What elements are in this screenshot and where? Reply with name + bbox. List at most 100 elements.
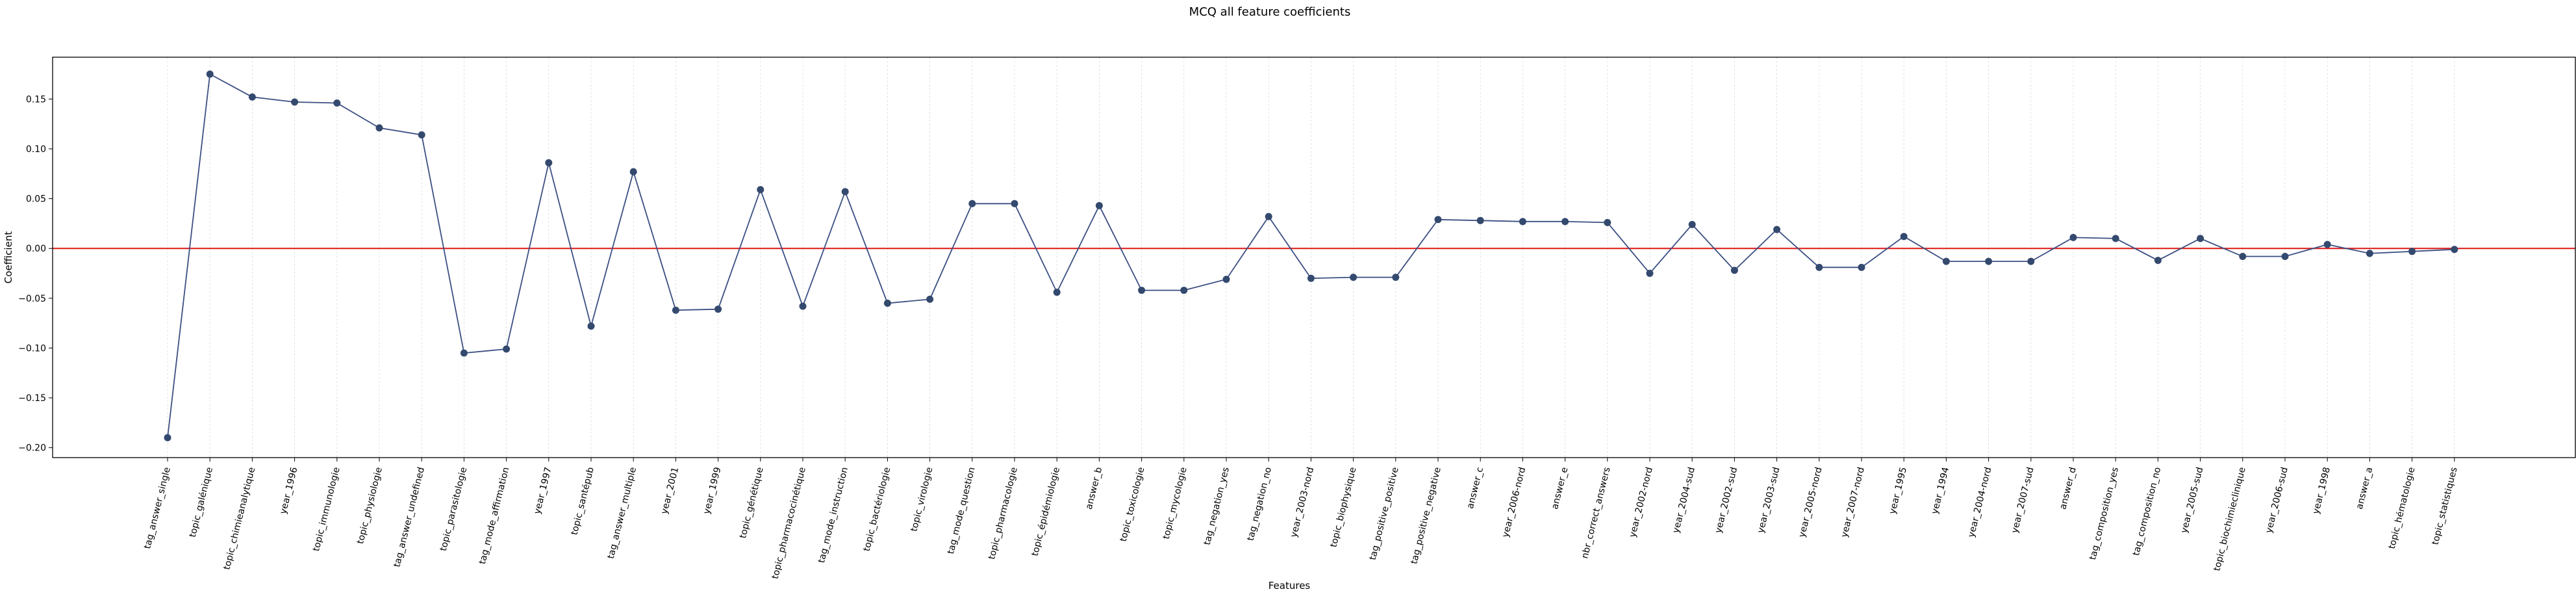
x-tick-label: year_1996 — [278, 466, 299, 515]
x-tick-label: answer_c — [1465, 466, 1485, 510]
data-point — [164, 434, 171, 441]
x-tick-label: answer_a — [2355, 466, 2375, 510]
data-point — [206, 70, 214, 78]
y-tick-label: −0.05 — [18, 294, 46, 304]
data-point — [2197, 235, 2204, 242]
x-tick-label: tag_mode_question — [946, 466, 978, 555]
data-point — [1646, 270, 1654, 278]
x-tick-label: topic_pharmacologie — [987, 466, 1020, 560]
x-tick-label: tag_answer_multiple — [606, 466, 639, 560]
x-tick-label: year_2004-sud — [1671, 466, 1697, 534]
data-point — [2408, 248, 2416, 255]
y-tick-label: 0.15 — [26, 94, 46, 105]
data-point — [587, 322, 595, 330]
x-tick-label: year_1995 — [1888, 466, 1909, 515]
x-tick-label: answer_e — [1550, 466, 1571, 510]
x-tick-label: tag_negation_yes — [1202, 466, 1231, 546]
data-point — [1900, 233, 1908, 240]
data-point — [1392, 274, 1400, 281]
y-tick-label: 0.10 — [26, 144, 46, 155]
x-tick-label: topic_chimieanalytique — [222, 466, 258, 571]
data-point — [2451, 246, 2458, 254]
chart-title: MCQ all feature coefficients — [1189, 5, 1351, 19]
data-point — [1604, 218, 1611, 226]
data-point — [2281, 252, 2289, 260]
data-markers — [164, 70, 2458, 441]
data-point — [841, 188, 849, 196]
x-tick-label: year_2007-nord — [1839, 466, 1867, 538]
data-point — [545, 159, 553, 166]
data-point — [883, 299, 891, 307]
data-point — [1350, 274, 1357, 281]
data-point — [1434, 216, 1442, 224]
x-tick-label: topic_virologie — [909, 466, 935, 532]
data-point — [503, 345, 511, 353]
data-point — [1053, 289, 1061, 296]
x-tick-label: year_1999 — [701, 466, 723, 515]
x-tick-label: topic_mycologie — [1161, 466, 1189, 540]
y-tick-label: 0.05 — [26, 194, 46, 205]
data-point — [2112, 235, 2119, 242]
x-tick-label: topic_biophysique — [1328, 466, 1358, 549]
x-tick-label: nbr_correct_answers — [1580, 466, 1612, 560]
plot-frame — [52, 57, 2576, 458]
y-tick-label: 0.00 — [26, 244, 46, 254]
data-point — [418, 131, 425, 139]
data-point — [1519, 218, 1526, 226]
data-point — [1815, 263, 1823, 271]
x-tick-label: year_2006-sud — [2264, 466, 2290, 534]
data-point — [248, 93, 256, 101]
data-point — [799, 302, 807, 310]
data-point — [1095, 202, 1103, 209]
y-tick-label: −0.20 — [18, 443, 46, 454]
data-point — [968, 200, 976, 207]
data-point — [2027, 257, 2035, 265]
x-tick-label: topic_bactériologie — [862, 466, 893, 552]
data-point — [1307, 274, 1315, 282]
data-point — [2069, 233, 2077, 241]
data-point — [714, 306, 722, 313]
data-point — [460, 349, 468, 357]
x-tick-label: topic_physiologie — [355, 466, 385, 545]
x-tick-label: year_2006-nord — [1500, 466, 1528, 538]
y-axis-label: Coefficient — [3, 231, 14, 284]
data-point — [2323, 240, 2331, 248]
x-tick-label: topic_toxicologie — [1118, 466, 1147, 543]
x-tick-label: topic_épidémiologie — [1030, 466, 1062, 557]
data-point — [2366, 250, 2373, 257]
x-axis-label: Features — [1269, 580, 1311, 592]
data-point — [375, 124, 383, 132]
x-tick-label: tag_answer_undefined — [392, 466, 427, 568]
x-tick-label: topic_immunologie — [311, 466, 342, 552]
x-tick-label: year_2003-sud — [1756, 466, 1782, 534]
y-axis-ticks: −0.20 −0.15 −0.10 −0.05 0.00 0.05 0.10 0.15 — [18, 94, 53, 454]
data-point — [672, 306, 679, 314]
data-point — [2154, 257, 2162, 265]
x-tick-label: topic_hématologie — [2387, 466, 2418, 550]
x-tick-label: tag_positive_positive — [1368, 466, 1401, 561]
x-tick-label: topic_pharmacocinétique — [770, 466, 808, 580]
y-tick-label: −0.15 — [18, 393, 46, 404]
data-point — [1265, 213, 1272, 220]
x-tick-label: topic_galénique — [188, 466, 215, 538]
grid-lines — [167, 57, 2455, 458]
data-point — [333, 99, 341, 107]
data-point — [1222, 276, 1230, 283]
x-tick-label: year_2007-sud — [2010, 466, 2036, 534]
data-point — [926, 295, 934, 303]
x-tick-label: tag_composition_no — [2131, 466, 2163, 556]
x-tick-label: tag_positive_negative — [1409, 466, 1443, 565]
x-tick-label: topic_parasitologie — [438, 466, 470, 552]
data-point — [757, 186, 764, 194]
data-point — [629, 168, 637, 176]
data-point — [1138, 287, 1146, 294]
x-tick-label: topic_biochimieclinique — [2212, 466, 2247, 572]
x-tick-label: year_1994 — [1930, 466, 1951, 515]
data-point — [1773, 226, 1781, 233]
data-point — [1730, 266, 1738, 274]
data-point — [1561, 218, 1569, 226]
x-tick-label: year_2003-nord — [1289, 466, 1316, 538]
x-tick-label: tag_mode_affirmation — [477, 466, 512, 566]
data-point — [1858, 263, 1865, 271]
